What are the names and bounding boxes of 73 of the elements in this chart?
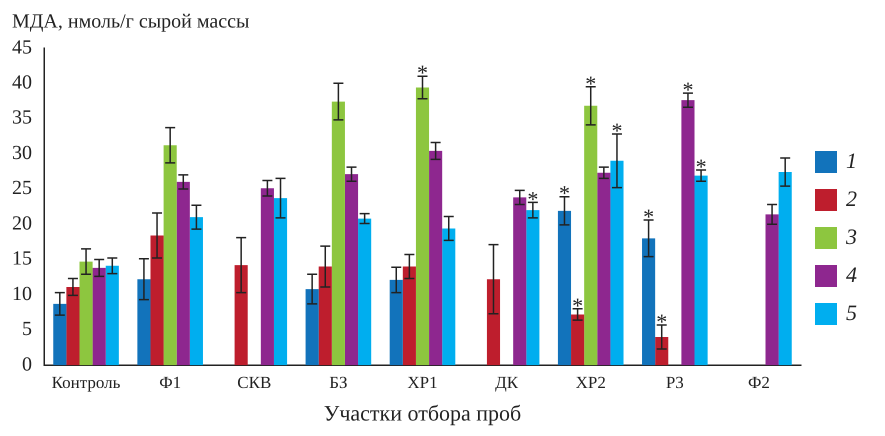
bar bbox=[402, 266, 416, 366]
x-tick-label: Ф1 bbox=[159, 372, 182, 392]
bar bbox=[766, 214, 779, 366]
bar bbox=[526, 210, 540, 366]
x-tick-label: ХР2 bbox=[576, 372, 606, 392]
y-tick-label: 10 bbox=[12, 282, 32, 305]
bar bbox=[558, 210, 572, 366]
x-tick-label: Р3 bbox=[666, 372, 684, 392]
bar bbox=[106, 266, 119, 366]
legend-label: 2 bbox=[846, 186, 857, 211]
bar bbox=[176, 182, 190, 366]
data-label: * bbox=[585, 70, 596, 96]
legend-label: 1 bbox=[846, 148, 857, 173]
legend-label: 4 bbox=[846, 262, 857, 287]
bar bbox=[79, 262, 93, 366]
bar bbox=[571, 314, 584, 366]
data-label: * bbox=[572, 292, 584, 318]
bar bbox=[390, 280, 403, 366]
x-tick-label: БЗ bbox=[329, 372, 348, 392]
bar bbox=[164, 145, 177, 366]
bar bbox=[234, 265, 248, 366]
bar bbox=[306, 289, 319, 366]
data-label: * bbox=[643, 204, 654, 229]
bar bbox=[137, 279, 150, 366]
y-axis-title: МДА, нмоль/г сырой массы bbox=[12, 10, 250, 32]
legend-label: 3 bbox=[845, 224, 857, 249]
bar bbox=[642, 238, 656, 366]
y-tick-label: 0 bbox=[22, 353, 32, 376]
bar bbox=[92, 268, 106, 366]
x-tick-label: ДК bbox=[495, 372, 519, 392]
x-tick-label: Ф2 bbox=[748, 372, 770, 392]
bar bbox=[53, 304, 66, 366]
y-tick-label: 35 bbox=[12, 106, 32, 129]
bar bbox=[442, 228, 456, 366]
y-tick-label: 25 bbox=[12, 177, 32, 200]
y-tick-label: 45 bbox=[12, 36, 32, 58]
bar bbox=[655, 337, 668, 366]
data-label: * bbox=[696, 154, 707, 179]
y-tick-label: 30 bbox=[12, 142, 32, 164]
bar bbox=[597, 172, 610, 366]
bar bbox=[332, 102, 345, 366]
bar bbox=[416, 87, 430, 366]
bar bbox=[486, 279, 500, 366]
y-tick-label: 40 bbox=[12, 71, 32, 94]
data-label: * bbox=[656, 309, 668, 334]
bar bbox=[610, 160, 624, 366]
data-label: * bbox=[682, 77, 694, 102]
data-label: * bbox=[611, 118, 622, 143]
bar bbox=[358, 218, 372, 366]
bar bbox=[681, 100, 695, 366]
bar bbox=[429, 150, 442, 366]
data-label: * bbox=[527, 186, 538, 212]
bar bbox=[274, 198, 288, 366]
bar bbox=[190, 217, 203, 366]
x-axis-title: Участки отбора проб bbox=[324, 400, 522, 426]
bar bbox=[584, 106, 598, 366]
bar bbox=[344, 174, 358, 366]
legend-label: 5 bbox=[846, 300, 857, 325]
bar bbox=[66, 286, 80, 366]
y-tick-label: 5 bbox=[22, 318, 32, 340]
bar bbox=[513, 197, 526, 366]
bar bbox=[318, 266, 332, 366]
bar bbox=[150, 236, 164, 366]
bar bbox=[778, 172, 792, 366]
x-tick-label: ХР1 bbox=[407, 372, 438, 392]
bar bbox=[694, 176, 708, 366]
data-label: * bbox=[417, 60, 428, 86]
data-label: * bbox=[558, 180, 570, 206]
y-tick-label: 20 bbox=[12, 212, 32, 234]
x-tick-label: СКВ bbox=[237, 372, 272, 392]
y-tick-label: 15 bbox=[12, 248, 32, 270]
x-tick-label: Контроль bbox=[52, 372, 121, 392]
bar bbox=[260, 188, 274, 366]
